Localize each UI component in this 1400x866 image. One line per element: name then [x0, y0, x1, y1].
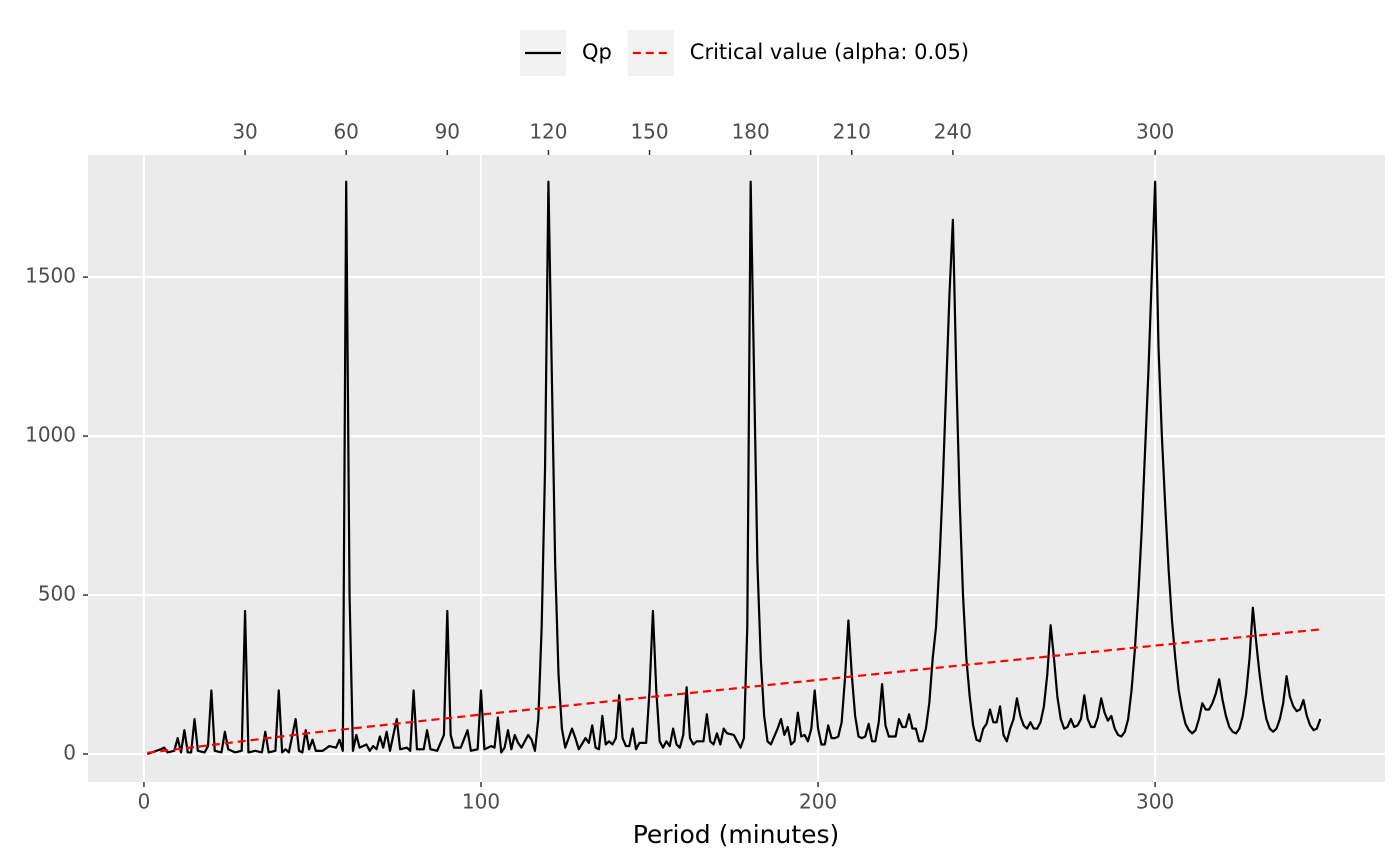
legend-label: Critical value (alpha: 0.05) — [690, 40, 969, 64]
series-line — [147, 627, 1324, 754]
legend: Qp Critical value (alpha: 0.05) — [519, 30, 969, 76]
x-tick-label: 100 — [462, 790, 500, 814]
y-tick-label: 1000 — [25, 423, 76, 447]
x2-tick-label: 210 — [833, 120, 871, 144]
x2-tick-label: 150 — [630, 120, 668, 144]
x2-tick-label: 90 — [435, 120, 460, 144]
x2-tick-label: 120 — [529, 120, 567, 144]
legend-label: Qp — [582, 40, 612, 64]
y-tick-label: 1500 — [25, 264, 76, 288]
axes: 0 500 1000 1500 0 100 200 300 30 60 90 120 150 180 210… — [25, 120, 1174, 814]
marks — [146, 180, 1324, 756]
y-tick-label: 0 — [63, 741, 76, 765]
x2-tick-label: 300 — [1136, 120, 1174, 144]
x2-tick-label: 30 — [232, 120, 257, 144]
y-tick-label: 500 — [38, 582, 76, 606]
panel — [88, 155, 1385, 782]
grid — [88, 155, 1385, 782]
x2-tick-label: 240 — [934, 120, 972, 144]
x-axis-label: Period (minutes) — [633, 820, 840, 849]
x-tick-label: 300 — [1136, 790, 1174, 814]
x-tick-label: 0 — [138, 790, 151, 814]
series-line — [146, 180, 1322, 756]
x-tick-label: 200 — [799, 790, 837, 814]
x2-tick-label: 180 — [732, 120, 770, 144]
x2-tick-label: 60 — [333, 120, 358, 144]
